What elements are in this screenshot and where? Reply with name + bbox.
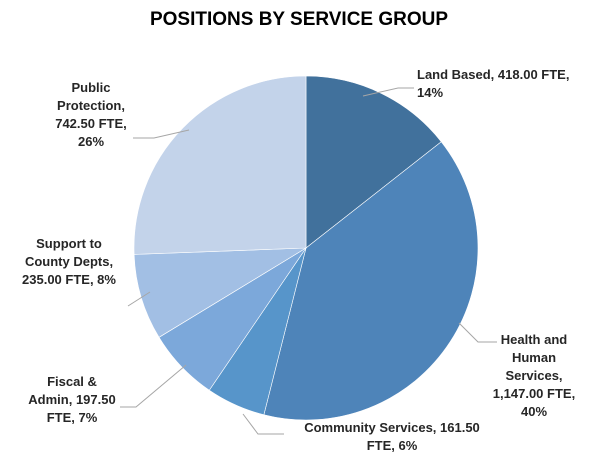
leader-line-land-based (362, 87, 414, 97)
slice-labels: Land Based, 418.00 FTE, 14% Health and Huma… (22, 67, 575, 453)
slice-label-fiscal-and-admin: Fiscal & Admin, 197.50 FTE, 7% (28, 374, 115, 425)
chart-title: POSITIONS BY SERVICE GROUP (150, 9, 448, 30)
slice-label-public-protection: Public Protection, 742.50 FTE, 26% (55, 80, 127, 149)
slice-label-land-based: Land Based, 418.00 FTE, 14% (417, 67, 569, 100)
leader-line-support-to-county-depts (127, 291, 151, 307)
pie-slice-land-based (305, 75, 442, 249)
leader-lines (120, 87, 497, 435)
leader-line-fiscal-and-admin (120, 364, 187, 408)
pie-slices (133, 75, 479, 421)
slice-label-support-to-county-depts: Support to County Depts, 235.00 FTE, 8% (22, 236, 116, 287)
leader-line-health-and-human-services (458, 322, 497, 343)
leader-line-community-services (242, 413, 284, 435)
pie-slice-health-and-human-services (263, 141, 479, 421)
leader-line-public-protection (133, 129, 190, 139)
pie-slice-public-protection (133, 75, 307, 255)
slice-label-community-services: Community Services, 161.50 FTE, 6% (304, 420, 480, 453)
slice-label-health-and-human-services: Health and Human Services, 1,147.00 FTE, 40% (493, 332, 575, 419)
